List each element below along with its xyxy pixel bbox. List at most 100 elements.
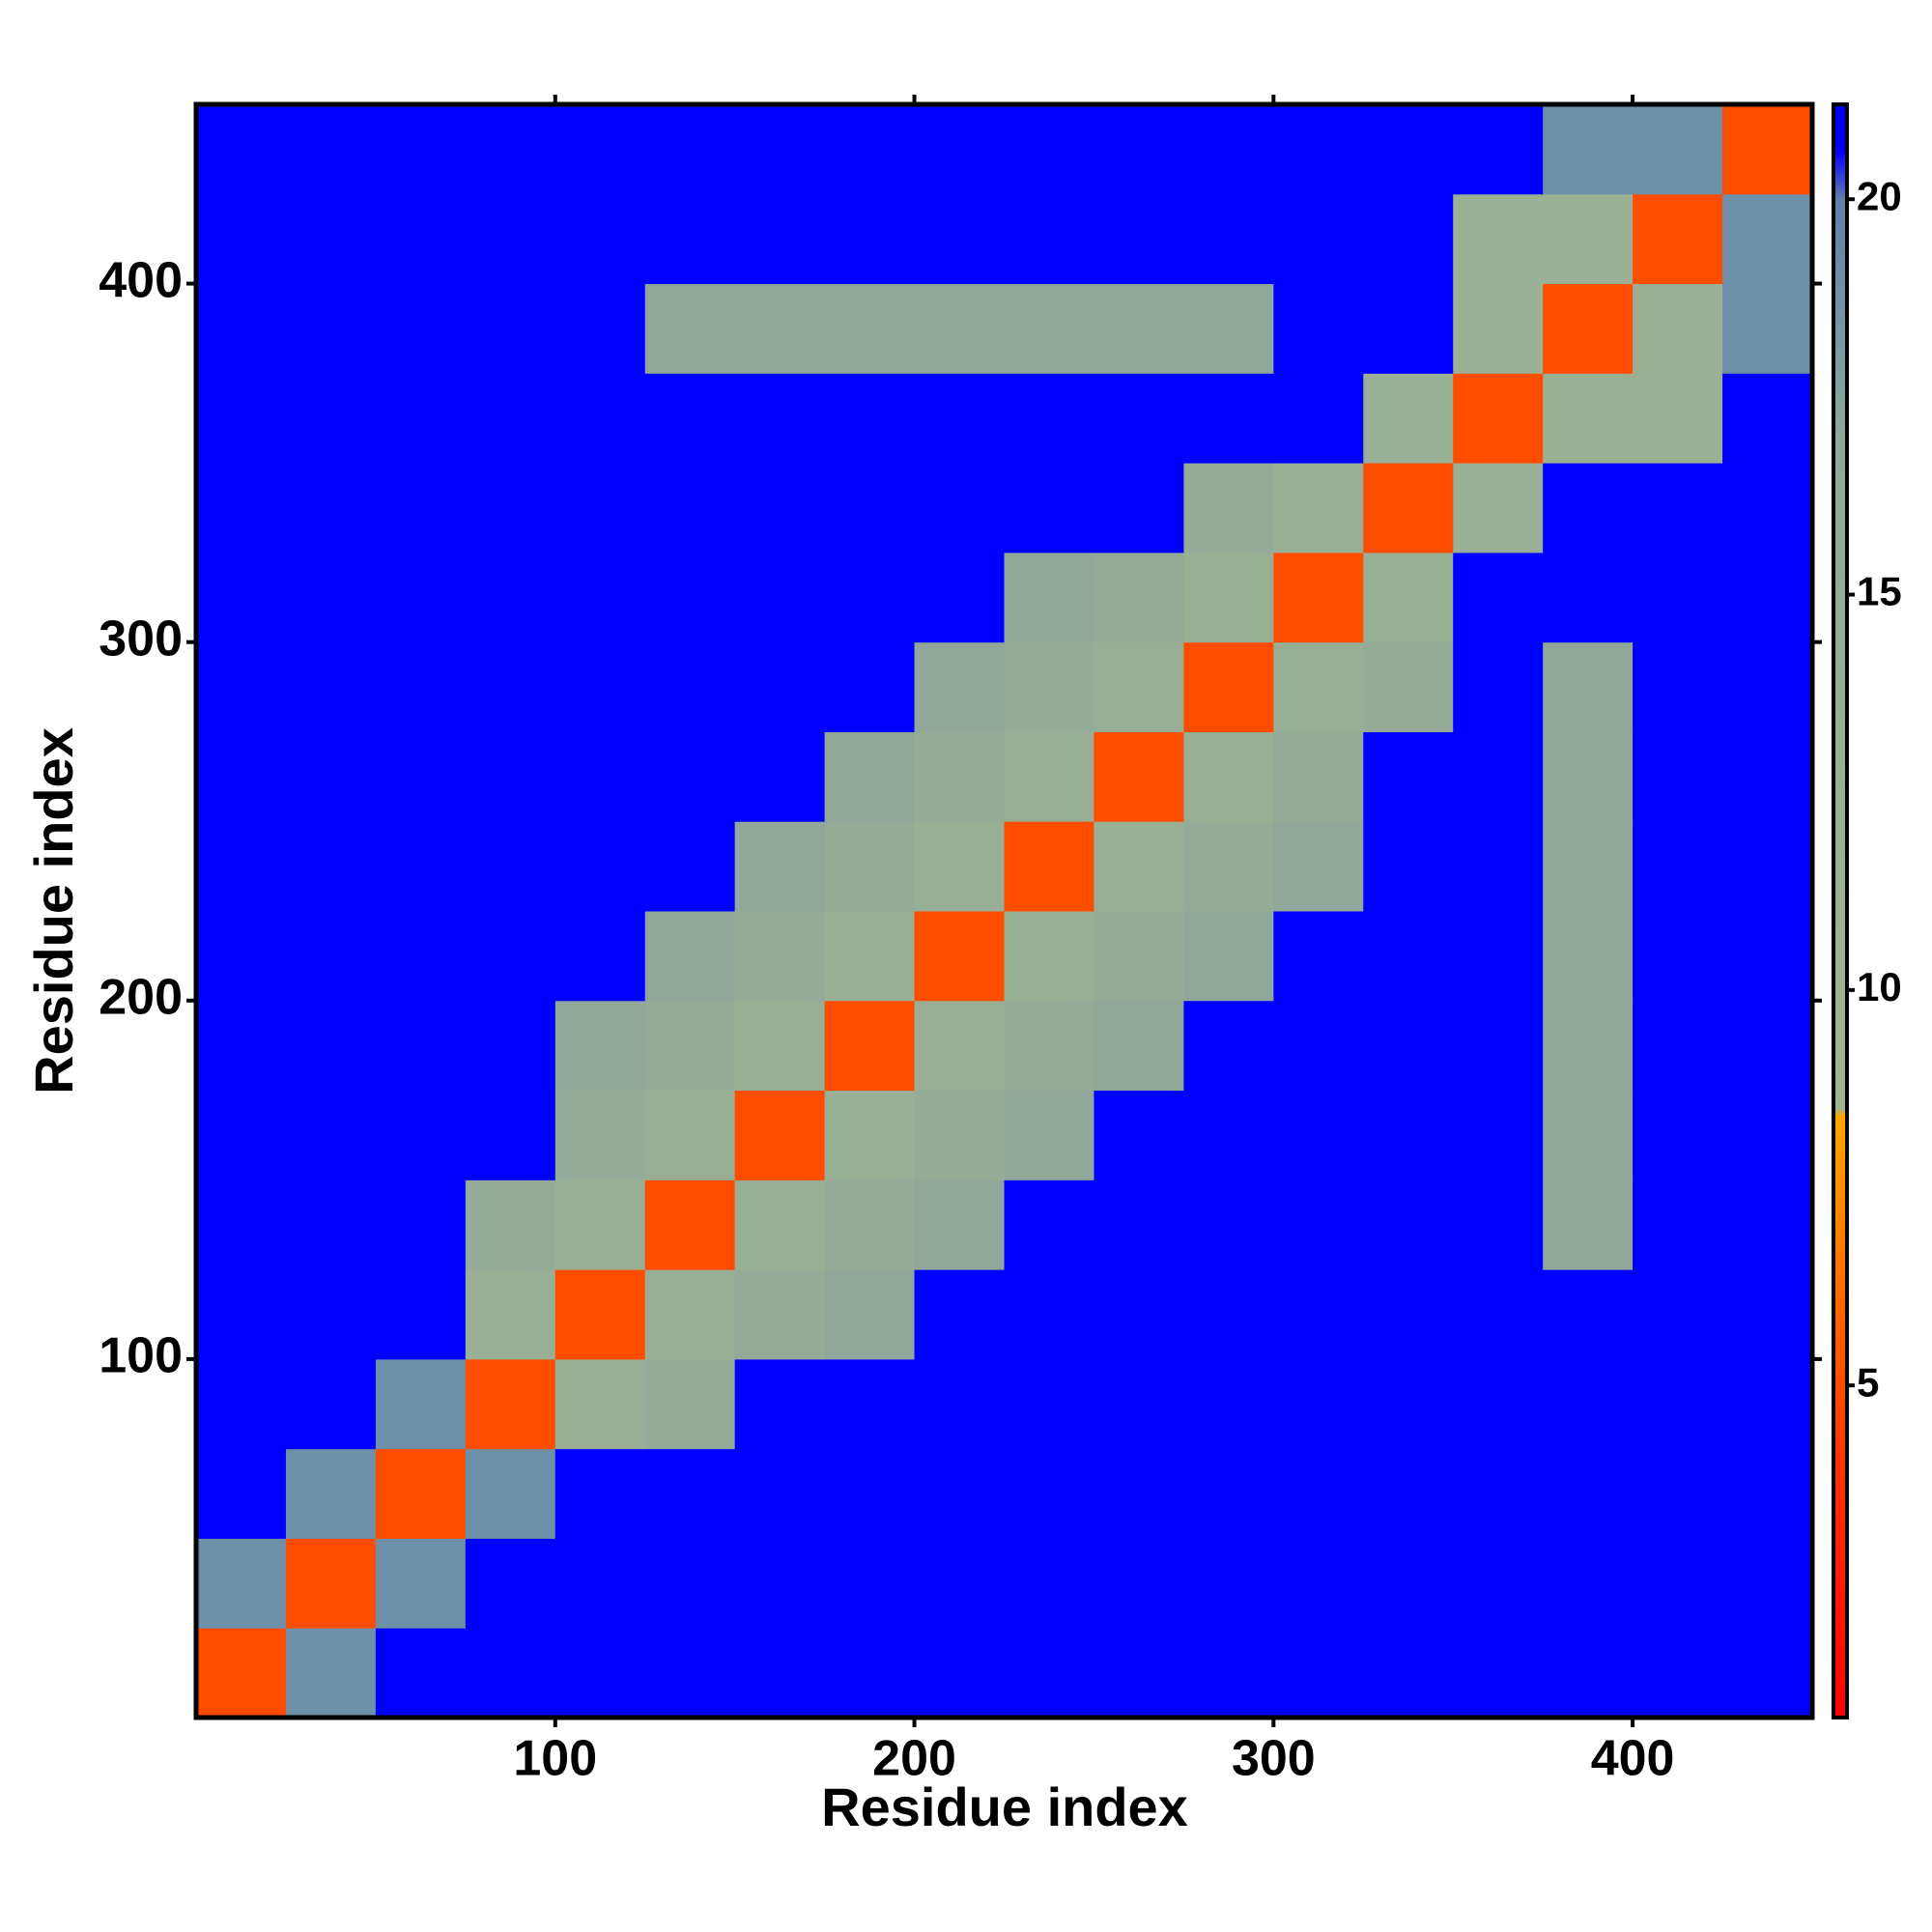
- heatmap-cell: [465, 373, 556, 464]
- heatmap-cell: [554, 283, 646, 374]
- heatmap-cell: [465, 911, 556, 1002]
- heatmap-cell: [1183, 1538, 1274, 1629]
- heatmap-cell: [375, 283, 467, 374]
- heatmap-cell: [1363, 1538, 1454, 1629]
- heatmap-cell: [1633, 1090, 1723, 1180]
- heatmap-cell: [1543, 1538, 1634, 1629]
- heatmap-cell: [734, 283, 826, 374]
- heatmap-cell: [1453, 1179, 1544, 1270]
- heatmap-cell: [1273, 911, 1364, 1002]
- heatmap-cell: [1633, 283, 1723, 374]
- heatmap-cell: [824, 463, 916, 554]
- heatmap-cell: [285, 1090, 377, 1180]
- heatmap-cell: [1633, 1269, 1723, 1360]
- heatmap-cell: [1004, 283, 1094, 374]
- heatmap-cell: [1633, 1628, 1723, 1719]
- heatmap-cell: [1004, 1000, 1094, 1092]
- heatmap-cell: [824, 911, 916, 1002]
- heatmap-cell: [554, 1000, 646, 1092]
- heatmap-cell: [824, 283, 916, 374]
- heatmap-cell: [734, 193, 826, 285]
- heatmap-cell: [1722, 373, 1813, 464]
- heatmap-cell: [196, 283, 287, 374]
- heatmap-cell: [196, 1090, 287, 1180]
- heatmap-cell: [1183, 1628, 1274, 1719]
- heatmap-cell: [1094, 193, 1184, 285]
- heatmap-cell: [1004, 1628, 1094, 1719]
- heatmap-cell: [375, 1628, 467, 1719]
- heatmap-cell: [285, 193, 377, 285]
- heatmap-cell: [1094, 821, 1184, 912]
- heatmap-cell: [1094, 1628, 1184, 1719]
- heatmap-cell: [1453, 1090, 1544, 1180]
- heatmap-cell: [285, 463, 377, 554]
- heatmap-cell: [285, 1000, 377, 1092]
- heatmap-cell: [1633, 1358, 1723, 1450]
- heatmap-cell: [196, 1000, 287, 1092]
- heatmap-cell: [1363, 373, 1454, 464]
- heatmap-cell: [375, 1538, 467, 1629]
- heatmap-cell: [1094, 552, 1184, 643]
- heatmap-cell: [465, 1269, 556, 1360]
- heatmap-cell: [554, 104, 646, 195]
- heatmap-cell: [375, 1358, 467, 1450]
- heatmap-cell: [644, 1000, 736, 1092]
- heatmap-cell: [1722, 552, 1813, 643]
- heatmap-cell: [824, 1269, 916, 1360]
- heatmap-cell: [1543, 552, 1634, 643]
- heatmap-cell: [914, 1358, 1005, 1450]
- heatmap-cell: [1453, 463, 1544, 554]
- heatmap-cell: [465, 463, 556, 554]
- heatmap-cell: [644, 731, 736, 822]
- heatmap-cell: [1722, 1090, 1813, 1180]
- heatmap-cell: [824, 731, 916, 822]
- heatmap-cell: [644, 1538, 736, 1629]
- heatmap-cell: [1363, 911, 1454, 1002]
- heatmap-cell: [644, 1269, 736, 1360]
- heatmap-cell: [914, 911, 1005, 1002]
- x-tick-label: 200: [872, 1731, 956, 1787]
- heatmap-cell: [1722, 821, 1813, 912]
- heatmap-cell: [1543, 1448, 1634, 1539]
- heatmap-cell: [1183, 463, 1274, 554]
- heatmap-cell: [824, 1358, 916, 1450]
- heatmap-cell: [1453, 1628, 1544, 1719]
- heatmap-cell: [1273, 1628, 1364, 1719]
- heatmap-cell: [1543, 641, 1634, 732]
- heatmap-cell: [644, 1090, 736, 1180]
- heatmap-cell: [1363, 1358, 1454, 1450]
- x-tick-label: 300: [1232, 1731, 1316, 1787]
- heatmap-cell: [734, 104, 826, 195]
- heatmap-cell: [1453, 1448, 1544, 1539]
- heatmap-cell: [465, 1179, 556, 1270]
- heatmap-cell: [1363, 731, 1454, 822]
- heatmap-cell: [285, 641, 377, 732]
- heatmap-cell: [554, 1538, 646, 1629]
- heatmap-cell: [914, 1448, 1005, 1539]
- heatmap-cell: [554, 821, 646, 912]
- heatmap-cell: [285, 821, 377, 912]
- heatmap-cell: [1183, 104, 1274, 195]
- heatmap-cell: [1722, 1269, 1813, 1360]
- heatmap-cell: [285, 1269, 377, 1360]
- y-tick-label: 100: [99, 1328, 183, 1384]
- heatmap-cell: [734, 1179, 826, 1270]
- heatmap-cell: [375, 731, 467, 822]
- heatmap-cell: [1094, 1269, 1184, 1360]
- heatmap-cell: [196, 373, 287, 464]
- heatmap-cell: [824, 104, 916, 195]
- heatmap-cell: [1094, 911, 1184, 1002]
- heatmap-cell: [1094, 1179, 1184, 1270]
- heatmap-cell: [1363, 104, 1454, 195]
- heatmap-cell: [1004, 821, 1094, 912]
- heatmap-cell: [375, 193, 467, 285]
- heatmap-cell: [465, 1448, 556, 1539]
- heatmap-cell: [465, 283, 556, 374]
- heatmap-cell: [914, 463, 1005, 554]
- heatmap-cell: [1094, 1448, 1184, 1539]
- heatmap-cell: [375, 373, 467, 464]
- heatmap-cell: [285, 283, 377, 374]
- heatmap-cell: [1722, 1538, 1813, 1629]
